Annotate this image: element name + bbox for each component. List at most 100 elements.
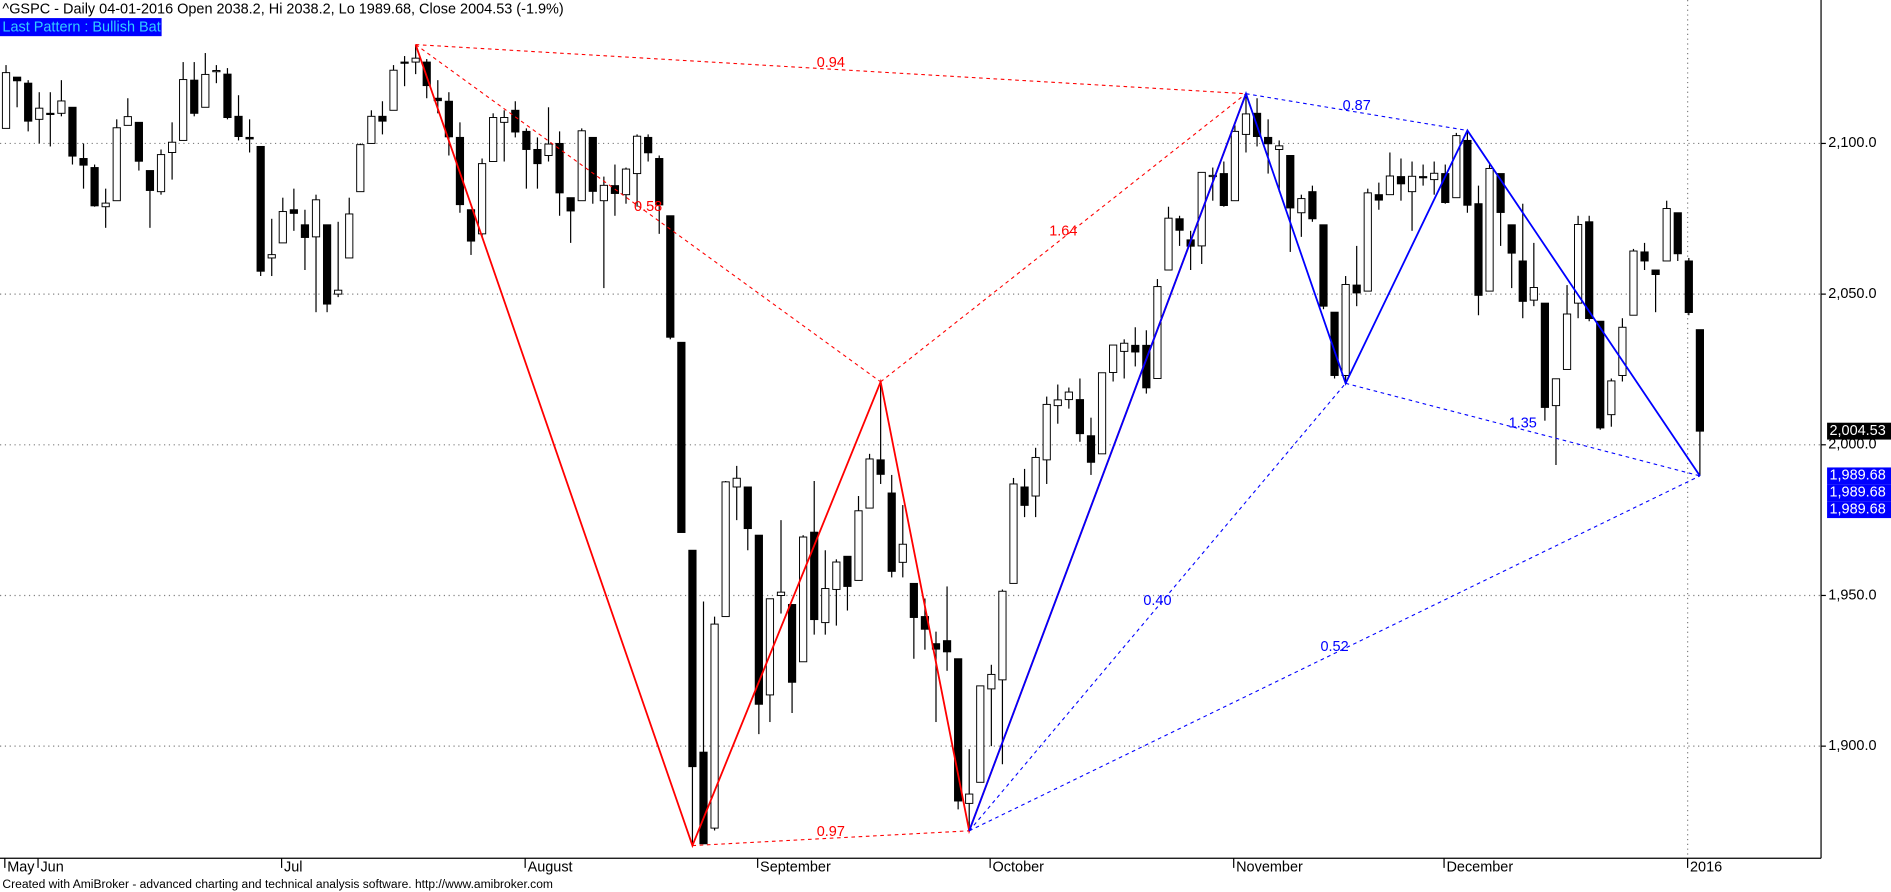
candle-body xyxy=(854,510,863,581)
candle-body xyxy=(234,115,243,137)
candle-body xyxy=(201,73,210,108)
candle-body xyxy=(1120,342,1129,352)
candle-body xyxy=(1341,283,1350,376)
x-tick-label: Jul xyxy=(284,860,302,876)
y-tick-label: 2,000.0 xyxy=(1828,437,1876,453)
candle-body xyxy=(688,549,697,768)
candle-body xyxy=(156,154,166,193)
candle-body xyxy=(179,79,188,141)
candle-body xyxy=(799,536,808,663)
candle-body xyxy=(1640,251,1649,262)
candle-body xyxy=(710,623,719,829)
candle-body xyxy=(223,73,232,119)
candle-body xyxy=(1396,176,1406,185)
candle-body xyxy=(422,61,431,87)
candle-body xyxy=(444,100,453,138)
pattern-badge xyxy=(0,18,162,37)
candle-body xyxy=(1308,191,1317,220)
candle-body xyxy=(466,209,476,242)
candle-body xyxy=(1474,203,1483,296)
candle-body xyxy=(1629,250,1638,316)
candle-body xyxy=(1485,167,1494,292)
candle-body xyxy=(1662,208,1671,262)
candle-body xyxy=(500,117,509,123)
pattern-ratio-label: 0.94 xyxy=(817,55,845,71)
candle-body xyxy=(1020,486,1029,506)
price-label: 1,989.68 xyxy=(1829,468,1885,484)
candle-body xyxy=(1264,136,1273,145)
price-label-box xyxy=(1827,501,1891,519)
candle-body xyxy=(101,202,110,208)
candle-body xyxy=(489,117,498,163)
candle-body xyxy=(1086,435,1096,463)
candle-body xyxy=(1463,139,1472,206)
candle-body xyxy=(754,534,763,705)
candle-body xyxy=(1452,135,1461,199)
x-tick-label: September xyxy=(760,860,831,876)
candle-body xyxy=(721,481,730,618)
candle-body xyxy=(1673,212,1682,255)
candle-body xyxy=(1607,380,1616,416)
pattern-ratio-label: 1.35 xyxy=(1509,415,1537,431)
candle-body xyxy=(965,793,974,804)
candle-body xyxy=(887,492,896,572)
x-tick-label: May xyxy=(7,860,35,876)
candle-body xyxy=(90,167,99,207)
price-label: 1,989.68 xyxy=(1829,485,1885,501)
candle-body xyxy=(1562,313,1572,370)
candle-body xyxy=(1031,456,1040,497)
y-tick-label: 1,900.0 xyxy=(1828,738,1876,754)
candle-body xyxy=(1496,173,1505,213)
candle-body xyxy=(411,57,420,63)
candle-body xyxy=(356,144,365,193)
candle-body xyxy=(522,130,531,150)
candle-body xyxy=(898,543,907,563)
candle-body xyxy=(145,170,155,191)
candle-body xyxy=(378,115,387,122)
candle-body xyxy=(909,582,918,618)
candle-body xyxy=(1695,329,1704,432)
candle-body xyxy=(245,136,254,140)
chart-title: ^GSPC - Daily 04-01-2016 Open 2038.2, Hi… xyxy=(2,1,563,17)
candle-body xyxy=(1407,175,1417,193)
candle-body xyxy=(1,72,11,129)
chart-subtitle: Last Pattern : Bullish Bat xyxy=(2,20,160,36)
candle-body xyxy=(1651,269,1660,276)
candle-body xyxy=(267,254,276,259)
candle-body xyxy=(1164,217,1173,271)
candle-body xyxy=(123,116,132,126)
candle-body xyxy=(24,82,33,122)
footer: Created with AmiBroker - advanced charti… xyxy=(2,877,553,891)
pattern-ratio-line xyxy=(880,93,1247,383)
candle-body xyxy=(987,673,996,690)
candle-body xyxy=(1175,218,1184,231)
candle-body xyxy=(942,640,952,653)
candle-body xyxy=(555,142,564,194)
candle-body xyxy=(1042,403,1051,461)
candle-body xyxy=(588,136,597,192)
candle-body xyxy=(821,588,830,624)
pattern-ratio-line xyxy=(968,382,1347,832)
candle-body xyxy=(289,209,298,214)
candle-body xyxy=(1286,155,1295,209)
candle-body xyxy=(1075,399,1085,435)
pattern-ratio-label: 0.52 xyxy=(1320,639,1348,655)
price-label-box xyxy=(1827,484,1891,502)
pattern-ratio-line xyxy=(692,830,970,847)
x-tick-label: December xyxy=(1446,860,1513,876)
candle-body xyxy=(46,112,55,115)
price-label: 2,004.53 xyxy=(1829,423,1885,439)
pattern-leg xyxy=(968,91,1701,832)
pattern-ratio-label: 0.40 xyxy=(1143,593,1171,609)
candle-body xyxy=(743,486,752,530)
candle-body xyxy=(79,158,88,166)
candle-body xyxy=(843,555,852,587)
candle-body xyxy=(57,100,66,114)
candle-body xyxy=(389,69,398,111)
candle-body xyxy=(1219,173,1228,207)
candle-body xyxy=(167,141,177,153)
candle-body xyxy=(1097,372,1107,455)
candle-body xyxy=(367,115,376,144)
x-tick-label: 2016 xyxy=(1690,860,1722,876)
